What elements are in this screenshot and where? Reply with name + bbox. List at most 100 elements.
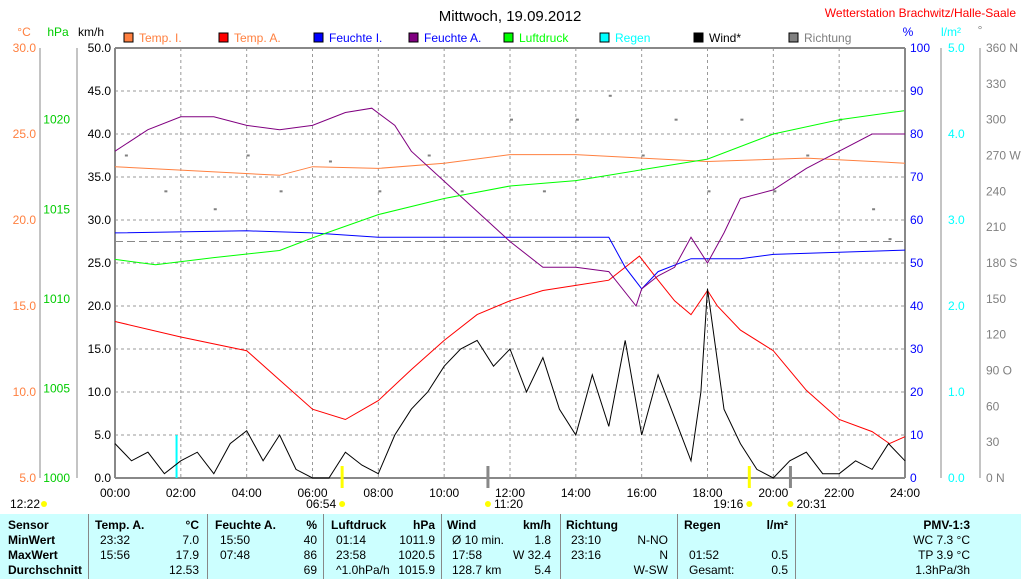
cell-value: 40	[303, 533, 317, 547]
direction-point	[608, 94, 612, 97]
moon-up-icon	[484, 501, 491, 507]
cell-value: 5.4	[534, 563, 551, 577]
legend-swatch	[123, 32, 134, 43]
tick-humidity: 60	[910, 213, 924, 227]
direction-point	[460, 190, 464, 193]
legend-swatch	[503, 32, 514, 43]
col-wind: Wind km/h Ø 10 min. 1.8 17:58 W 32.4 128.7 km 5…	[447, 518, 555, 579]
legend-label: Temp. I.	[139, 31, 182, 45]
unit-temp: °C	[185, 518, 199, 532]
tick-direction: 0 N	[986, 471, 1005, 485]
tick-humidity: 10	[910, 428, 924, 442]
tick-wind: 35.0	[88, 170, 112, 184]
header-temp: Temp. A.	[95, 518, 145, 532]
tick-direction: 240	[986, 184, 1006, 198]
cell-time	[684, 533, 689, 547]
header-hum: Feuchte A.	[215, 518, 276, 532]
header-dir: Richtung	[566, 518, 618, 532]
cell-time: Gesamt:	[689, 563, 735, 577]
cell-value: N	[659, 548, 668, 562]
cell-time	[215, 563, 220, 577]
axis-unit-humidity: %	[903, 25, 914, 39]
legend-label: Feuchte A.	[424, 31, 481, 45]
tick-pressure: 1015	[43, 202, 70, 216]
unit-rain: l/m²	[766, 518, 788, 532]
cell-time	[95, 563, 100, 577]
cell-value: 7.0	[182, 533, 199, 547]
cell-value: 1020.5	[398, 548, 435, 562]
tick-x: 04:00	[232, 486, 262, 500]
tick-direction: 30	[986, 435, 1000, 449]
sunset-icon	[746, 501, 753, 507]
direction-point	[279, 190, 283, 193]
tick-pressure: 1020	[43, 113, 70, 127]
direction-point	[740, 118, 744, 121]
legend-swatch	[218, 32, 229, 43]
axis-unit-wind: km/h	[78, 25, 104, 39]
tick-rain: 3.0	[948, 213, 965, 227]
legend-swatch	[599, 32, 610, 43]
cell-value: 69	[303, 563, 317, 577]
tick-rain: 2.0	[948, 299, 965, 313]
series-line-wind-	[114, 288, 906, 479]
col-press: Luftdruck hPa 01:14 1011.9 23:58 1020.5 ^1.0hP…	[331, 518, 439, 579]
direction-point	[707, 190, 711, 193]
cell-pmv: WC 7.3 °C	[913, 533, 970, 547]
direction-point	[427, 154, 431, 157]
cell-time: 01:52	[689, 548, 720, 562]
cell-time: 07:48	[220, 548, 251, 562]
legend-label: Wind*	[709, 31, 741, 45]
tick-temp: 10.0	[13, 385, 37, 399]
tick-direction: 60	[986, 399, 1000, 413]
marker-time: 11:20	[494, 497, 523, 511]
cell-time: 15:50	[220, 533, 251, 547]
cell-pmv: TP 3.9 °C	[918, 548, 970, 562]
tick-direction: 360 N	[986, 41, 1018, 55]
tick-wind: 40.0	[88, 127, 112, 141]
col-dir: Richtung 23:10 N-NO 23:16 N W-SW	[566, 518, 672, 579]
tick-rain: 5.0	[948, 41, 965, 55]
marker-time: 12:22	[10, 497, 40, 511]
col-sensor: Sensor MinWert MaxWert Durchschnitt	[8, 518, 88, 579]
direction-point	[164, 190, 168, 193]
tick-x: 20:00	[758, 486, 788, 500]
chart-title: Mittwoch, 19.09.2012	[439, 8, 582, 25]
tick-direction: 180 S	[986, 256, 1017, 270]
series-line-luftdruck	[114, 110, 905, 266]
marker-time: 20:31	[796, 497, 826, 511]
tick-x: 02:00	[166, 486, 196, 500]
cell-time: 23:16	[571, 548, 602, 562]
sunrise-icon	[339, 501, 346, 507]
moon-icon	[41, 501, 47, 507]
direction-point	[510, 118, 513, 121]
cell-pmv: 1.3hPa/3h	[915, 563, 970, 577]
tick-wind: 50.0	[88, 41, 112, 55]
legend-label: Regen	[615, 31, 650, 45]
tick-humidity: 30	[910, 342, 924, 356]
col-rain: Regen l/m² 01:52 0.5 Gesamt: 0.5	[684, 518, 792, 579]
station-name: Wetterstation Brachwitz/Halle-Saale	[825, 6, 1017, 20]
direction-point	[542, 190, 546, 193]
cell-value: 1.8	[534, 533, 551, 547]
tick-x: 00:00	[100, 486, 130, 500]
direction-point	[888, 238, 892, 241]
direction-point	[124, 154, 128, 157]
row-label: MinWert	[8, 533, 56, 547]
tick-temp: 15.0	[13, 299, 37, 313]
header-rain: Regen	[684, 518, 721, 532]
direction-point	[328, 160, 332, 163]
tick-temp: 20.0	[13, 213, 37, 227]
series-line-feuchte-a-	[114, 107, 905, 308]
legend-label: Temp. A.	[234, 31, 281, 45]
axis-unit-rain: l/m²	[941, 25, 961, 39]
cell-time: 128.7 km	[452, 563, 502, 577]
legend-label: Luftdruck	[519, 31, 569, 45]
marker-time: 06:54	[306, 497, 336, 511]
direction-point	[674, 118, 678, 121]
tick-pressure: 1005	[43, 381, 70, 395]
legend-swatch	[408, 32, 419, 43]
tick-x: 18:00	[692, 486, 722, 500]
cell-value: 0.5	[771, 548, 788, 562]
unit-hum: %	[306, 518, 317, 532]
tick-x: 14:00	[561, 486, 591, 500]
